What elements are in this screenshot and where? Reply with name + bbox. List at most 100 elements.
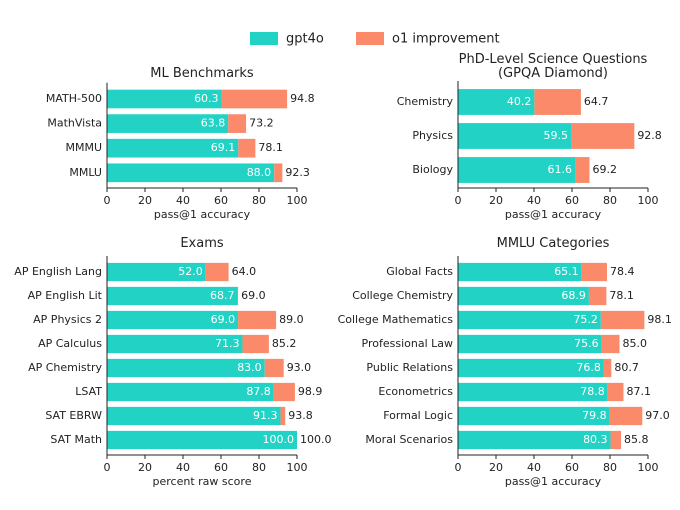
bar-segment bbox=[237, 286, 239, 306]
value-label: 65.1 bbox=[554, 265, 579, 278]
y-tick-label: MMLU bbox=[69, 166, 102, 179]
bar-segment bbox=[107, 138, 239, 158]
y-tick-label: Public Relations bbox=[366, 361, 453, 374]
y-tick-label: Moral Scenarios bbox=[365, 433, 453, 446]
bar-segment bbox=[238, 310, 277, 330]
title-line: PhD-Level Science Questions bbox=[459, 52, 648, 67]
x-tick-label: 80 bbox=[252, 194, 266, 207]
total-label: 93.8 bbox=[288, 409, 313, 422]
title-line: Exams bbox=[180, 236, 224, 251]
bar-segment bbox=[107, 358, 265, 378]
total-label: 80.7 bbox=[614, 361, 639, 374]
value-label: 100.0 bbox=[263, 433, 295, 446]
chart-title: PhD-Level Science Questions (GPQA Diamond… bbox=[459, 52, 648, 81]
bar-segment bbox=[273, 382, 295, 402]
x-tick-label: 100 bbox=[287, 461, 308, 474]
x-tick-label: 20 bbox=[489, 461, 503, 474]
y-tick-label: MATH-500 bbox=[46, 92, 102, 105]
title-line: ML Benchmarks bbox=[150, 66, 254, 81]
chart-title: Exams bbox=[180, 236, 224, 251]
total-label: 69.0 bbox=[241, 289, 266, 302]
total-label: 85.8 bbox=[624, 433, 649, 446]
total-label: 92.8 bbox=[637, 129, 662, 142]
bar-segment bbox=[534, 89, 581, 115]
total-label: 87.1 bbox=[626, 385, 651, 398]
y-tick-label: MathVista bbox=[47, 117, 102, 130]
y-tick-label: AP Calculus bbox=[38, 337, 102, 350]
x-tick-label: 60 bbox=[214, 461, 228, 474]
y-tick-label: AP English Lit bbox=[28, 289, 103, 302]
bar-segment bbox=[242, 334, 269, 354]
bar-segment bbox=[603, 358, 612, 378]
y-tick-label: Formal Logic bbox=[383, 409, 453, 422]
bar-segment bbox=[600, 310, 645, 330]
bar-segment bbox=[107, 334, 243, 354]
total-label: 100.0 bbox=[300, 433, 332, 446]
bar-segment bbox=[607, 382, 624, 402]
y-tick-label: Chemistry bbox=[397, 95, 454, 108]
bar-segment bbox=[458, 406, 610, 426]
x-axis-label: pass@1 accuracy bbox=[505, 208, 602, 221]
bar-segment bbox=[575, 157, 590, 183]
bar-segment bbox=[107, 406, 281, 426]
value-label: 60.3 bbox=[194, 92, 219, 105]
bar-segment bbox=[238, 138, 256, 158]
total-label: 78.1 bbox=[609, 289, 634, 302]
y-tick-label: MMMU bbox=[65, 141, 102, 154]
value-label: 78.8 bbox=[580, 385, 605, 398]
total-label: 98.9 bbox=[298, 385, 323, 398]
x-tick-label: 80 bbox=[603, 461, 617, 474]
bar-segment bbox=[107, 89, 222, 109]
y-tick-label: SAT Math bbox=[50, 433, 102, 446]
total-label: 78.4 bbox=[610, 265, 635, 278]
value-label: 80.3 bbox=[583, 433, 608, 446]
y-tick-label: AP Chemistry bbox=[28, 361, 102, 374]
value-label: 91.3 bbox=[253, 409, 278, 422]
title-line: (GPQA Diamond) bbox=[498, 66, 608, 81]
value-label: 63.8 bbox=[201, 117, 226, 130]
total-label: 64.0 bbox=[232, 265, 257, 278]
total-label: 98.1 bbox=[647, 313, 672, 326]
x-tick-label: 40 bbox=[527, 461, 541, 474]
bar-segment bbox=[107, 114, 229, 133]
y-tick-label: College Mathematics bbox=[338, 313, 454, 326]
x-axis-label: pass@1 accuracy bbox=[154, 208, 251, 221]
x-tick-label: 100 bbox=[287, 194, 308, 207]
x-tick-label: 40 bbox=[176, 194, 190, 207]
bar-segment bbox=[205, 262, 229, 282]
x-tick-label: 40 bbox=[527, 194, 541, 207]
bar-segment bbox=[107, 286, 238, 306]
y-tick-label: LSAT bbox=[75, 385, 102, 398]
bar-segment bbox=[221, 89, 288, 109]
chart-title: ML Benchmarks bbox=[150, 66, 254, 81]
total-label: 69.2 bbox=[592, 163, 617, 176]
bar-segment bbox=[458, 123, 572, 149]
x-tick-label: 60 bbox=[565, 461, 579, 474]
bar-segment bbox=[107, 163, 275, 183]
x-tick-label: 20 bbox=[489, 194, 503, 207]
value-label: 68.9 bbox=[561, 289, 586, 302]
bar-segment bbox=[280, 406, 286, 426]
x-tick-label: 80 bbox=[603, 194, 617, 207]
bar-segment bbox=[609, 406, 643, 426]
x-tick-label: 0 bbox=[104, 461, 111, 474]
value-label: 87.8 bbox=[246, 385, 271, 398]
value-label: 61.6 bbox=[548, 163, 573, 176]
x-tick-label: 0 bbox=[104, 194, 111, 207]
value-label: 59.5 bbox=[544, 129, 569, 142]
chart-title: MMLU Categories bbox=[497, 236, 610, 251]
bar-segment bbox=[458, 262, 582, 282]
y-tick-label: Biology bbox=[412, 163, 453, 176]
value-label: 52.0 bbox=[178, 265, 203, 278]
bar-segment bbox=[107, 382, 274, 402]
value-label: 69.0 bbox=[211, 313, 236, 326]
total-label: 78.1 bbox=[258, 141, 283, 154]
y-tick-label: AP English Lang bbox=[14, 265, 102, 278]
value-label: 79.8 bbox=[582, 409, 607, 422]
value-label: 40.2 bbox=[507, 95, 532, 108]
y-tick-label: Physics bbox=[412, 129, 453, 142]
x-tick-label: 100 bbox=[638, 194, 659, 207]
total-label: 85.0 bbox=[623, 337, 648, 350]
y-tick-label: Professional Law bbox=[362, 337, 453, 350]
